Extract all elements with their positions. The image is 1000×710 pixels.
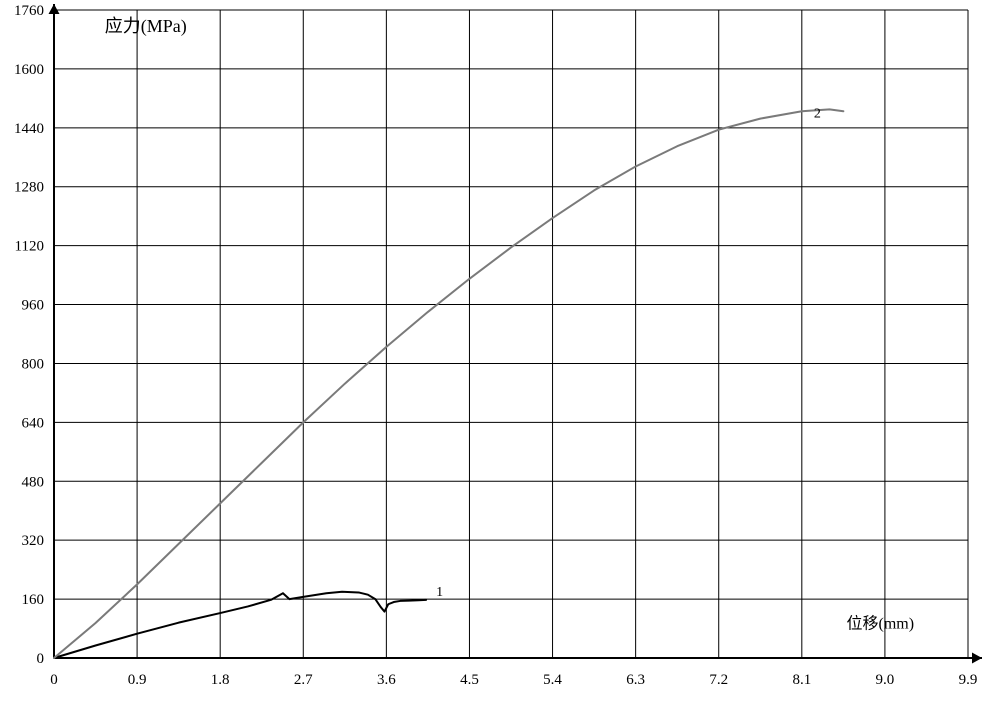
y-tick-label: 1120 — [15, 239, 44, 255]
x-tick-label: 4.5 — [460, 672, 479, 688]
series-label-2: 2 — [814, 106, 821, 121]
y-tick-label: 480 — [22, 474, 45, 490]
x-tick-label: 1.8 — [211, 672, 230, 688]
y-tick-label: 800 — [22, 356, 45, 372]
x-tick-label: 9.0 — [876, 672, 895, 688]
x-tick-label: 0.9 — [128, 672, 147, 688]
y-tick-label: 960 — [22, 298, 45, 314]
series-label-1: 1 — [436, 585, 443, 600]
y-tick-label: 1760 — [14, 3, 44, 19]
y-tick-label: 640 — [22, 415, 45, 431]
y-tick-label: 0 — [37, 651, 45, 667]
plot-background — [0, 0, 1000, 710]
y-tick-label: 160 — [22, 592, 45, 608]
y-tick-label: 1440 — [14, 121, 44, 137]
y-axis-label: 应力(MPa) — [105, 16, 187, 37]
x-tick-label: 0 — [50, 672, 58, 688]
y-tick-label: 320 — [22, 533, 45, 549]
x-tick-label: 3.6 — [377, 672, 396, 688]
chart-container: 0 0.9 1.8 2.7 3.6 4.5 5.4 6.3 7.2 8.1 9.0 9.9 0 160 32… — [0, 0, 1000, 710]
x-tick-label: 5.4 — [543, 672, 562, 688]
x-tick-label: 9.9 — [959, 672, 978, 688]
stress-displacement-chart: 0 0.9 1.8 2.7 3.6 4.5 5.4 6.3 7.2 8.1 9.0 9.9 0 160 32… — [0, 0, 1000, 710]
y-tick-label: 1600 — [14, 62, 44, 78]
y-tick-label: 1280 — [14, 180, 44, 196]
x-tick-label: 6.3 — [626, 672, 645, 688]
x-tick-label: 2.7 — [294, 672, 313, 688]
x-axis-label: 位移(mm) — [847, 615, 915, 633]
x-tick-label: 8.1 — [792, 672, 811, 688]
x-tick-label: 7.2 — [709, 672, 728, 688]
